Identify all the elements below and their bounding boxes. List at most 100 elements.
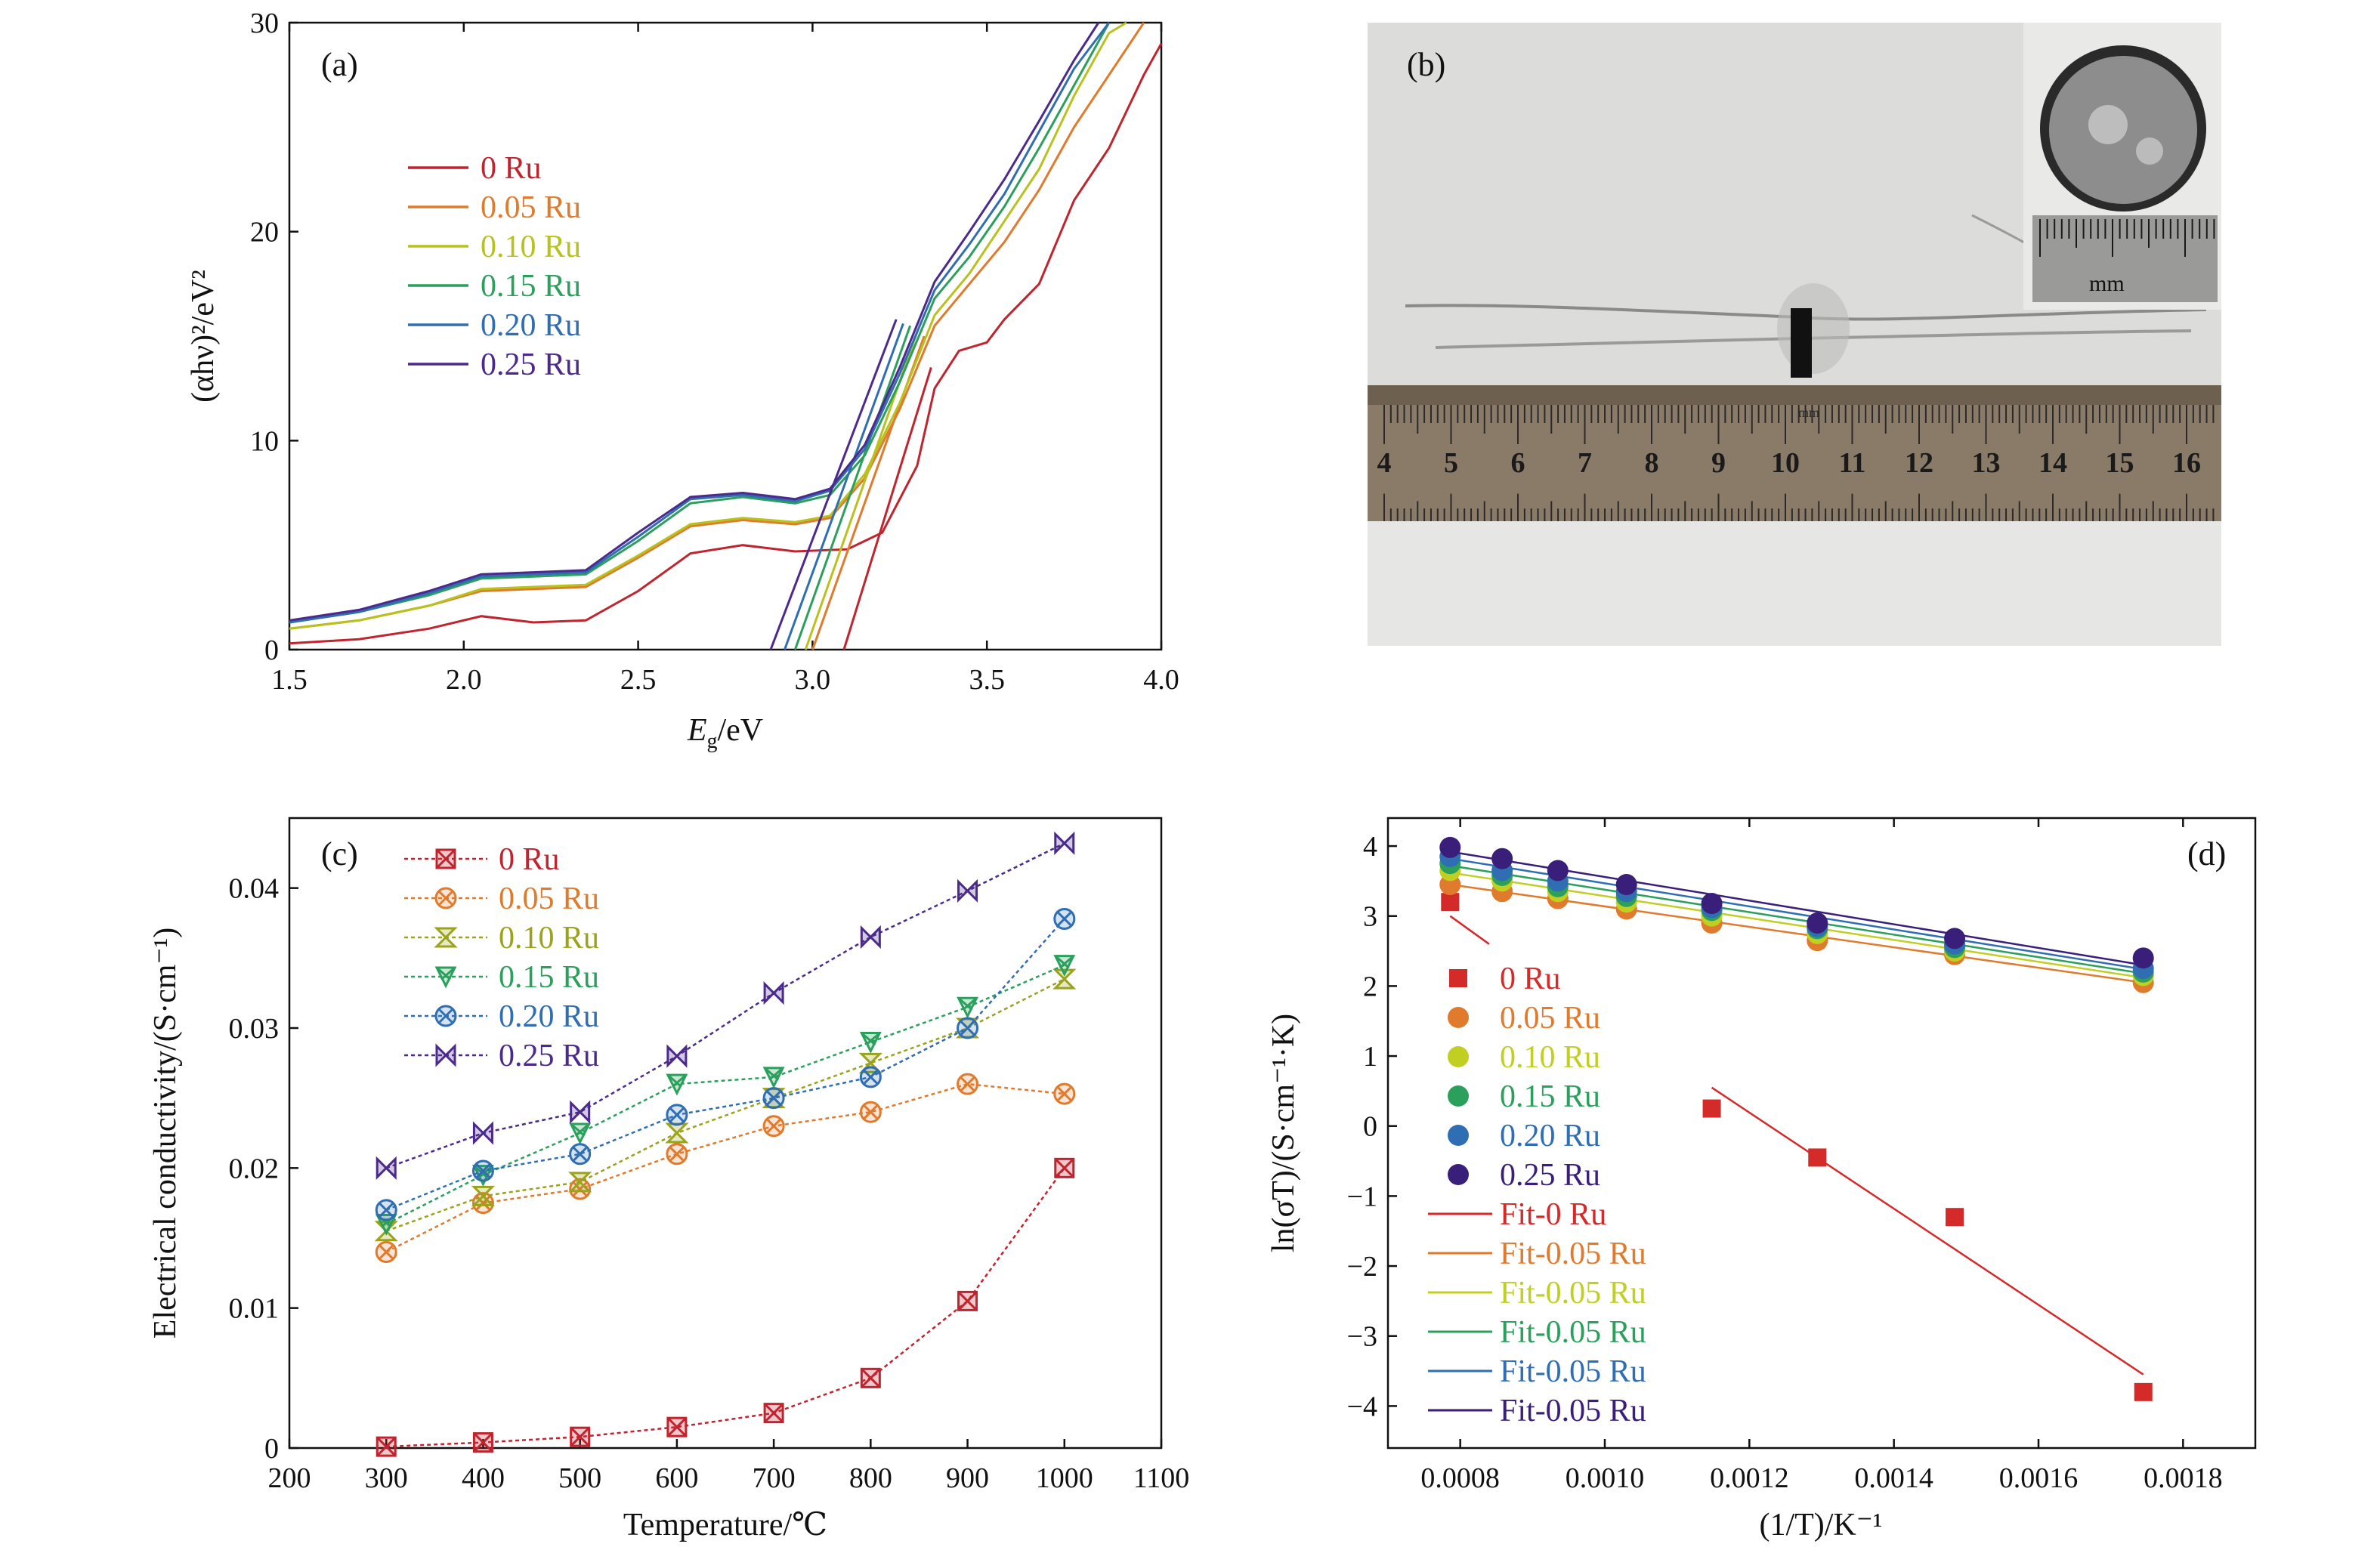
point-0-25-ru-300: [376, 1156, 397, 1180]
point-0-05-ru-700-cross: [766, 1118, 782, 1134]
legend-marker-0-ru: [435, 848, 456, 869]
legend-label-0-20-ru: 0.20 Ru: [1500, 1119, 1600, 1153]
y-tick-label-10: 10: [250, 425, 279, 457]
ruler-edge: [1368, 385, 2221, 405]
plot-frame: [288, 21, 1163, 651]
legend-fit-label-3: Fit-0.05 Ru: [1500, 1315, 1646, 1350]
inset-ruler-unit: mm: [2089, 271, 2125, 296]
legend-marker-0-15-ru-dot: [1448, 1085, 1469, 1107]
point-0-05-ru-500-cross: [572, 1181, 588, 1197]
point-0-25-ru-600-shape: [666, 1044, 688, 1068]
ruler-number-4: 4: [1377, 447, 1392, 479]
x-tick-label-2-0: 2.0: [446, 664, 482, 696]
point-0-20-ru-300: [375, 1199, 397, 1221]
point-0-20-ru-1000-cross: [1056, 911, 1072, 927]
series-line-0-25-ru: [289, 22, 1100, 622]
y-tick-label-1: −1: [1347, 1181, 1377, 1212]
point-0-25-ru-400: [472, 1121, 493, 1145]
x-tick-label-0-0010: 0.0010: [1566, 1462, 1645, 1494]
point-0-15-ru-800-cross: [861, 1032, 881, 1046]
x-tick-label-700: 700: [753, 1462, 796, 1494]
point-0-20-ru-400: [471, 1159, 494, 1182]
legend-marker-0-05-ru: [1448, 1007, 1469, 1028]
legend-label-0-25-ru: 0.25 Ru: [499, 1039, 599, 1073]
point-0-25-ru-500: [570, 1100, 591, 1124]
point-0-ru-600: [666, 1416, 688, 1437]
legend-marker-0-10-ru-dot: [1448, 1046, 1469, 1067]
legend-label-0-ru: 0 Ru: [499, 842, 560, 877]
series-line-0-ru: [289, 42, 1163, 645]
legend-marker-0-15-ru: [434, 966, 457, 989]
y-tick-label-0-03: 0.03: [229, 1013, 280, 1045]
point-0-25-ru-6: [1944, 928, 1966, 949]
x-tick-label-4-0: 4.0: [1143, 664, 1179, 696]
point-0-ru-7-box: [2134, 1382, 2153, 1401]
point-0-25-ru-7-dot: [2132, 947, 2154, 969]
ruler-number-6: 6: [1511, 447, 1525, 479]
point-0-ru-400: [472, 1432, 493, 1453]
x-tick-label-2-5: 2.5: [620, 664, 657, 696]
legend-label-0-15-ru: 0.15 Ru: [499, 960, 599, 995]
point-0-25-ru-900: [957, 878, 978, 903]
legend-label-0-20-ru: 0.20 Ru: [499, 999, 599, 1034]
legend-label-0-10-ru: 0.10 Ru: [499, 921, 599, 956]
legend-fit-label-2: Fit-0.05 Ru: [1500, 1276, 1646, 1311]
ruler-ticks: [1383, 405, 2215, 521]
point-0-ru-6: [1946, 1208, 1964, 1227]
point-0-20-ru-900: [957, 1017, 979, 1039]
x-tick-label-800: 800: [849, 1462, 892, 1494]
y-tick-label-3: 3: [1363, 901, 1377, 933]
x-axis-label: (1/T)/K⁻¹: [1759, 1508, 1882, 1542]
x-tick-label-1000: 1000: [1036, 1462, 1093, 1494]
point-0-15-ru-1000: [1053, 955, 1076, 977]
point-0-20-ru-500: [569, 1143, 592, 1166]
point-0-25-ru-300-shape: [376, 1156, 397, 1180]
inset-ruler: [2032, 215, 2218, 302]
y-tick-label-3: −3: [1347, 1321, 1377, 1353]
point-0-ru-0-box: [1441, 893, 1460, 912]
ruler-number-16: 16: [2172, 447, 2201, 479]
point-0-ru-800: [860, 1367, 881, 1388]
ruler-number-10: 10: [1771, 447, 1800, 479]
point-0-ru-500: [570, 1426, 591, 1447]
x-tick-label-0-0014: 0.0014: [1854, 1462, 1933, 1494]
point-0-25-ru-0-dot: [1439, 836, 1461, 858]
fit-line-0-ru-0: [1449, 915, 1490, 945]
point-0-ru-500-cross: [570, 1427, 590, 1447]
legend-marker-0-25-ru: [1448, 1164, 1469, 1185]
point-0-ru-1000-cross: [1054, 1158, 1074, 1178]
point-0-25-ru-7: [2132, 947, 2154, 969]
point-0-15-ru-700-cross: [764, 1067, 784, 1081]
series-line-0-20-ru: [289, 22, 1110, 624]
legend-marker-0-ru-cross: [435, 848, 456, 869]
x-tick-label-0-0008: 0.0008: [1420, 1462, 1500, 1494]
y-tick-label-0: 0: [1363, 1111, 1377, 1143]
legend-marker-0-ru-box: [1449, 969, 1467, 987]
point-0-ru-1000: [1054, 1157, 1075, 1178]
ruler-number-12: 12: [1905, 447, 1933, 479]
point-0-15-ru-500-cross: [570, 1122, 590, 1137]
x-tick-label-0-0012: 0.0012: [1710, 1462, 1789, 1494]
y-axis-label: Electrical conductivity/(S·cm⁻¹): [148, 928, 183, 1338]
point-0-25-ru-1: [1491, 848, 1513, 869]
point-0-ru-600-cross: [666, 1417, 687, 1437]
ruler-number-8: 8: [1645, 447, 1659, 479]
point-0-25-ru-4: [1701, 893, 1723, 915]
ruler-numbers: 4 5 6 7 8 9 10 11 12 13 14 15 16: [1377, 447, 2202, 479]
point-0-ru-7: [2134, 1382, 2153, 1401]
point-0-05-ru-900-cross: [960, 1076, 975, 1092]
legend-label-0-15-ru: 0.15 Ru: [1500, 1079, 1600, 1114]
point-0-ru-5: [1808, 1148, 1827, 1167]
legend-label-0-25-ru: 0.25 Ru: [481, 347, 581, 382]
legend-marker-0-15-ru: [1448, 1085, 1469, 1107]
point-0-10-ru-600-shape: [665, 1122, 689, 1144]
point-0-20-ru-500-cross: [572, 1146, 588, 1162]
pellet-spot: [2088, 105, 2128, 144]
point-0-15-ru-900: [957, 996, 978, 1019]
legend-label-0-05-ru: 0.05 Ru: [481, 190, 581, 225]
point-0-05-ru-300: [375, 1241, 397, 1264]
pellet-spot-2: [2136, 137, 2163, 165]
sample-bar: [1791, 308, 1812, 378]
point-0-ru-300-cross: [376, 1437, 397, 1457]
ruler-number-15: 15: [2106, 447, 2134, 479]
